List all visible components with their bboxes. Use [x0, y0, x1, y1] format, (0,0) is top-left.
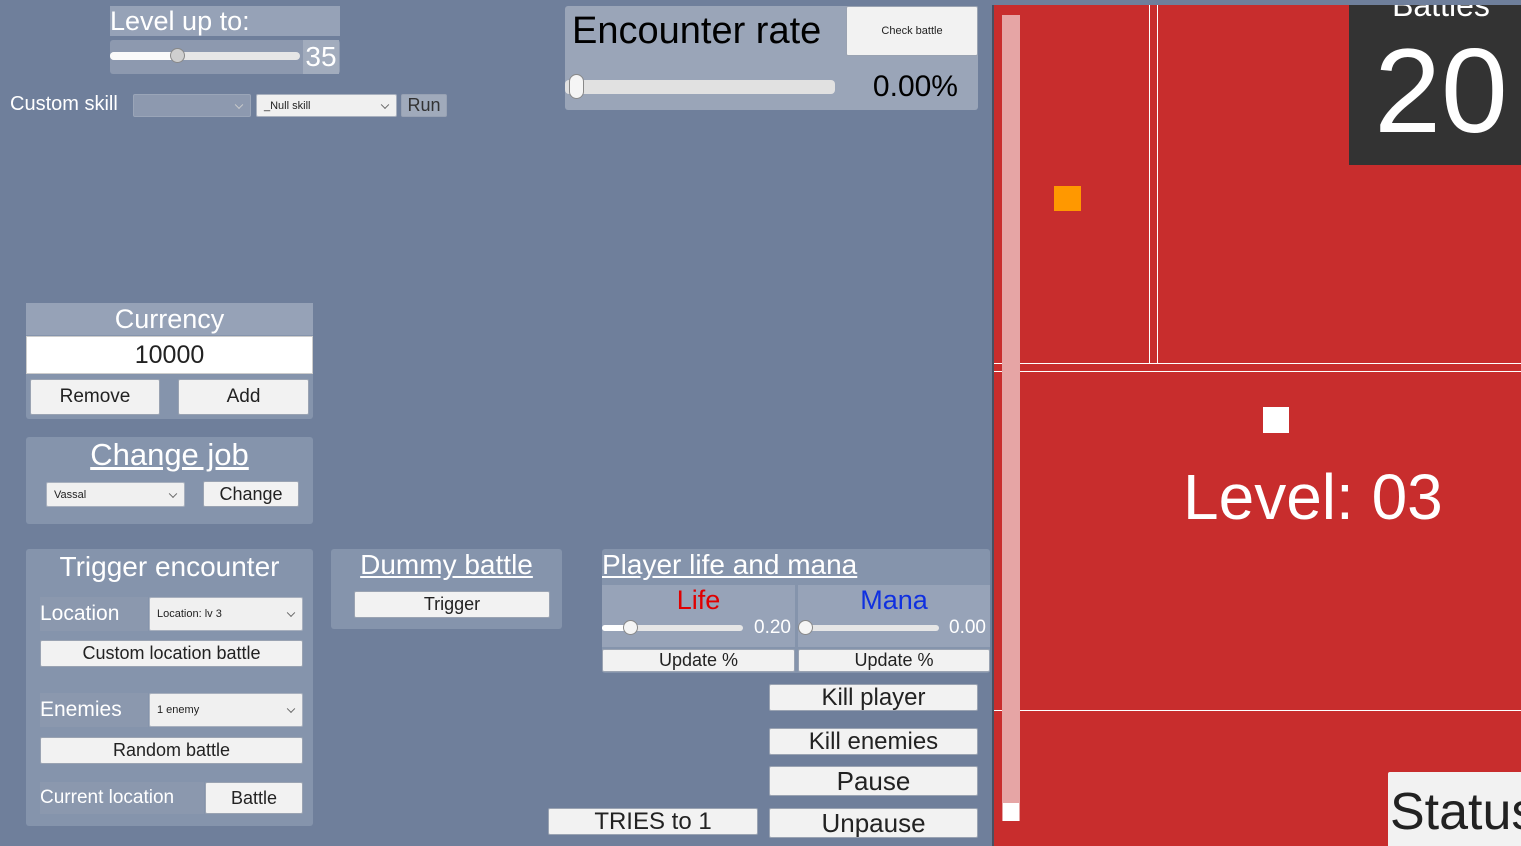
change-job-button[interactable]: Change	[203, 481, 299, 507]
encounter-rate-slider-knob[interactable]	[569, 74, 584, 99]
grid-line	[994, 371, 1521, 372]
chevron-down-icon	[234, 100, 244, 109]
battles-label: Battles	[1392, 5, 1490, 23]
life-mana-panel: Player life and mana Life 0.20 Update % …	[602, 549, 990, 673]
battle-button[interactable]: Battle	[205, 782, 303, 814]
life-slider[interactable]	[602, 620, 743, 635]
tries-to-1-button[interactable]: TRIES to 1	[548, 808, 758, 835]
unpause-button[interactable]: Unpause	[769, 808, 978, 838]
current-location-label: Current location	[40, 782, 204, 814]
player-marker	[1263, 407, 1289, 433]
enemies-value: 1 enemy	[157, 704, 200, 716]
chevron-down-icon	[168, 489, 178, 498]
kill-enemies-button[interactable]: Kill enemies	[769, 728, 978, 755]
encounter-rate-panel: Encounter rate Check battle 0.00%	[565, 6, 978, 110]
game-view[interactable]: Level: 03 Battles 20 Status	[992, 5, 1521, 846]
grid-line	[1149, 5, 1150, 363]
location-label: Location	[40, 597, 148, 631]
level-up-slider-knob[interactable]	[170, 48, 185, 63]
level-up-title: Level up to:	[110, 6, 340, 36]
currency-title: Currency	[26, 303, 313, 335]
grid-line	[994, 710, 1521, 711]
level-up-slider[interactable]	[110, 48, 300, 63]
level-up-value: 35	[303, 40, 339, 74]
currency-panel: Currency 10000 Remove Add	[26, 303, 313, 419]
mana-slider[interactable]	[798, 620, 939, 635]
chevron-down-icon	[286, 704, 296, 714]
custom-skill-value: _Null skill	[264, 99, 311, 112]
pause-button[interactable]: Pause	[769, 766, 978, 796]
game-scrollbar[interactable]	[1002, 15, 1020, 821]
location-select[interactable]: Location: lv 3	[149, 597, 303, 631]
change-job-title: Change job	[90, 437, 249, 472]
dummy-battle-title: Dummy battle	[360, 549, 533, 580]
level-text: Level: 03	[1183, 461, 1443, 533]
status-button[interactable]: Status	[1388, 772, 1521, 846]
enemies-label: Enemies	[40, 693, 148, 727]
enemies-select[interactable]: 1 enemy	[149, 693, 303, 727]
location-value: Location: lv 3	[157, 608, 222, 620]
life-panel: Life 0.20	[602, 585, 795, 647]
encounter-rate-title: Encounter rate	[572, 10, 822, 52]
life-update-button[interactable]: Update %	[602, 649, 795, 672]
trigger-encounter-title: Trigger encounter	[59, 551, 280, 582]
kill-player-button[interactable]: Kill player	[769, 684, 978, 711]
life-value: 0.20	[754, 617, 791, 638]
game-scrollbar-handle[interactable]	[1003, 803, 1019, 821]
custom-location-battle-button[interactable]: Custom location battle	[40, 640, 303, 667]
mana-value: 0.00	[949, 617, 986, 638]
encounter-rate-value: 0.00%	[872, 70, 958, 103]
add-currency-button[interactable]: Add	[178, 379, 309, 415]
grid-line	[1157, 5, 1158, 363]
battles-counter: Battles 20	[1349, 5, 1521, 165]
grid-line	[994, 363, 1521, 364]
encounter-rate-slider[interactable]	[565, 74, 835, 99]
chevron-down-icon	[380, 100, 390, 109]
random-battle-button[interactable]: Random battle	[40, 737, 303, 764]
life-mana-title: Player life and mana	[602, 549, 858, 580]
dummy-battle-panel: Dummy battle Trigger	[331, 549, 562, 629]
custom-skill-select[interactable]: _Null skill	[256, 94, 397, 117]
job-value: Vassal	[54, 488, 87, 501]
orange-marker	[1054, 186, 1081, 211]
mana-update-button[interactable]: Update %	[798, 649, 990, 672]
battles-count: 20	[1374, 24, 1508, 158]
dummy-trigger-button[interactable]: Trigger	[354, 591, 550, 618]
remove-currency-button[interactable]: Remove	[30, 379, 160, 415]
mana-panel: Mana 0.00	[798, 585, 990, 647]
life-label: Life	[676, 585, 721, 615]
trigger-encounter-panel: Trigger encounter Location Location: lv …	[26, 549, 313, 826]
mana-label: Mana	[860, 585, 928, 615]
run-skill-button[interactable]: Run	[401, 94, 447, 117]
custom-skill-label: Custom skill	[10, 93, 118, 115]
currency-input[interactable]: 10000	[26, 336, 313, 374]
mana-slider-knob[interactable]	[798, 620, 813, 635]
custom-skill-type-select[interactable]	[133, 94, 251, 117]
chevron-down-icon	[286, 608, 296, 618]
change-job-panel: Change job Vassal Change	[26, 437, 313, 524]
level-up-slider-panel: 35	[110, 40, 340, 74]
check-battle-button[interactable]: Check battle	[846, 6, 978, 56]
job-select[interactable]: Vassal	[46, 482, 185, 507]
life-slider-knob[interactable]	[623, 620, 638, 635]
